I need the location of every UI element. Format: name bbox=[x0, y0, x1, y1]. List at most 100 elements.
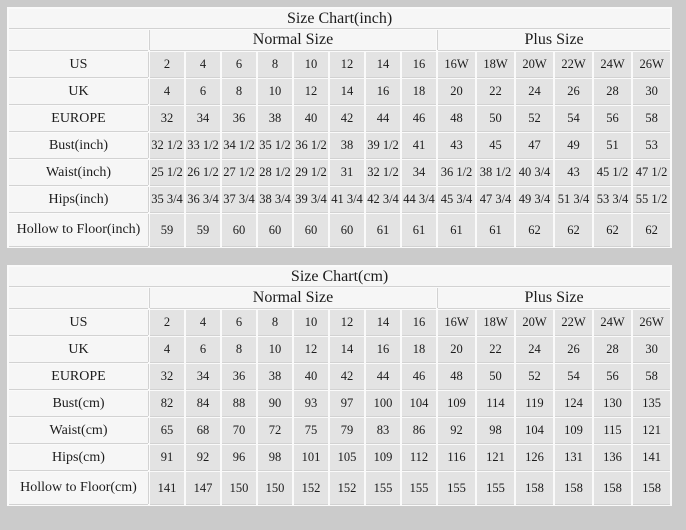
size-cell: 58 bbox=[633, 364, 671, 389]
size-cell: 12 bbox=[294, 79, 328, 104]
size-cell: 6 bbox=[186, 79, 220, 104]
size-cell: 32 bbox=[150, 106, 184, 131]
size-cell: 152 bbox=[330, 472, 364, 504]
size-cell: 158 bbox=[516, 472, 553, 504]
table-row: Hips(cm) 91 92 96 98 101 105 109 112 116 121 126 131… bbox=[9, 445, 671, 470]
table-row: Hollow to Floor(inch) 59 59 60 60 60 60 61 61 61 6… bbox=[9, 214, 671, 246]
size-cell: 101 bbox=[294, 445, 328, 470]
size-cell: 109 bbox=[438, 391, 475, 416]
row-label: Bust(inch) bbox=[9, 133, 148, 158]
size-cell: 83 bbox=[366, 418, 400, 443]
size-cell: 121 bbox=[477, 445, 514, 470]
size-cell: 90 bbox=[258, 391, 292, 416]
row-label: US bbox=[9, 52, 148, 77]
size-cell: 50 bbox=[477, 106, 514, 131]
size-cell: 75 bbox=[294, 418, 328, 443]
size-cell: 34 bbox=[186, 106, 220, 131]
size-cell: 54 bbox=[555, 364, 592, 389]
size-cell: 79 bbox=[330, 418, 364, 443]
size-cell: 61 bbox=[366, 214, 400, 246]
size-cell: 59 bbox=[186, 214, 220, 246]
size-cell: 33 1/2 bbox=[186, 133, 220, 158]
row-label: Hollow to Floor(inch) bbox=[9, 214, 148, 246]
size-cell: 112 bbox=[402, 445, 436, 470]
size-cell: 150 bbox=[222, 472, 256, 504]
size-cell: 147 bbox=[186, 472, 220, 504]
size-cell: 36 3/4 bbox=[186, 187, 220, 212]
size-cell: 152 bbox=[294, 472, 328, 504]
size-cell: 4 bbox=[186, 52, 220, 77]
size-cell: 16 bbox=[366, 337, 400, 362]
size-cell: 38 3/4 bbox=[258, 187, 292, 212]
size-cell: 47 1/2 bbox=[633, 160, 671, 185]
size-cell: 38 1/2 bbox=[477, 160, 514, 185]
size-cell: 104 bbox=[402, 391, 436, 416]
size-cell: 8 bbox=[258, 52, 292, 77]
size-cell: 53 3/4 bbox=[594, 187, 631, 212]
size-cell: 16W bbox=[438, 310, 475, 335]
size-cell: 34 bbox=[186, 364, 220, 389]
size-cell: 72 bbox=[258, 418, 292, 443]
size-cell: 10 bbox=[258, 79, 292, 104]
size-cell: 38 bbox=[258, 106, 292, 131]
size-cell: 135 bbox=[633, 391, 671, 416]
chart-title: Size Chart(cm) bbox=[9, 267, 671, 286]
chart-table: Size Chart(inch) Normal Size Plus Size US 2 4… bbox=[7, 7, 673, 248]
table-row: EUROPE 32 34 36 38 40 42 44 46 48 50 52 54 56 58 bbox=[9, 364, 671, 389]
size-cell: 22W bbox=[555, 52, 592, 77]
table-row: EUROPE 32 34 36 38 40 42 44 46 48 50 52 54 56 58 bbox=[9, 106, 671, 131]
size-cell: 98 bbox=[258, 445, 292, 470]
size-cell: 8 bbox=[222, 79, 256, 104]
size-cell: 42 bbox=[330, 364, 364, 389]
row-label: US bbox=[9, 310, 148, 335]
size-cell: 26 bbox=[555, 79, 592, 104]
size-cell: 47 bbox=[516, 133, 553, 158]
size-cell: 22 bbox=[477, 79, 514, 104]
size-charts-page: Size Chart(inch) Normal Size Plus Size US 2 4… bbox=[7, 7, 673, 523]
size-cell: 98 bbox=[477, 418, 514, 443]
size-cell: 8 bbox=[222, 337, 256, 362]
size-cell: 86 bbox=[402, 418, 436, 443]
group-header-plus-size: Plus Size bbox=[438, 30, 671, 50]
size-cell: 10 bbox=[258, 337, 292, 362]
size-cell: 88 bbox=[222, 391, 256, 416]
size-cell: 24W bbox=[594, 310, 631, 335]
size-cell: 26 1/2 bbox=[186, 160, 220, 185]
size-cell: 24 bbox=[516, 79, 553, 104]
size-cell: 28 bbox=[594, 79, 631, 104]
size-cell: 20 bbox=[438, 337, 475, 362]
size-cell: 55 1/2 bbox=[633, 187, 671, 212]
size-cell: 100 bbox=[366, 391, 400, 416]
size-cell: 26W bbox=[633, 52, 671, 77]
size-cell: 4 bbox=[150, 337, 184, 362]
size-cell: 26 bbox=[555, 337, 592, 362]
size-cell: 48 bbox=[438, 106, 475, 131]
size-cell: 131 bbox=[555, 445, 592, 470]
size-cell: 45 bbox=[477, 133, 514, 158]
size-cell: 35 1/2 bbox=[258, 133, 292, 158]
size-cell: 105 bbox=[330, 445, 364, 470]
size-cell: 16 bbox=[402, 52, 436, 77]
size-cell: 29 1/2 bbox=[294, 160, 328, 185]
size-cell: 59 bbox=[150, 214, 184, 246]
row-label: UK bbox=[9, 79, 148, 104]
size-cell: 116 bbox=[438, 445, 475, 470]
size-cell: 28 bbox=[594, 337, 631, 362]
size-cell: 56 bbox=[594, 106, 631, 131]
table-row: US 2 4 6 8 10 12 14 16 16W 18W 20W 22W 24W 26W bbox=[9, 310, 671, 335]
size-cell: 155 bbox=[438, 472, 475, 504]
group-header-plus-size: Plus Size bbox=[438, 288, 671, 308]
row-label: Hips(cm) bbox=[9, 445, 148, 470]
size-cell: 42 bbox=[330, 106, 364, 131]
size-cell: 22 bbox=[477, 337, 514, 362]
size-cell: 124 bbox=[555, 391, 592, 416]
size-cell: 24W bbox=[594, 52, 631, 77]
size-cell: 68 bbox=[186, 418, 220, 443]
size-cell: 36 bbox=[222, 364, 256, 389]
size-cell: 39 3/4 bbox=[294, 187, 328, 212]
size-cell: 96 bbox=[222, 445, 256, 470]
chart-title: Size Chart(inch) bbox=[9, 9, 671, 28]
size-cell: 24 bbox=[516, 337, 553, 362]
size-cell: 34 1/2 bbox=[222, 133, 256, 158]
size-cell: 36 1/2 bbox=[438, 160, 475, 185]
